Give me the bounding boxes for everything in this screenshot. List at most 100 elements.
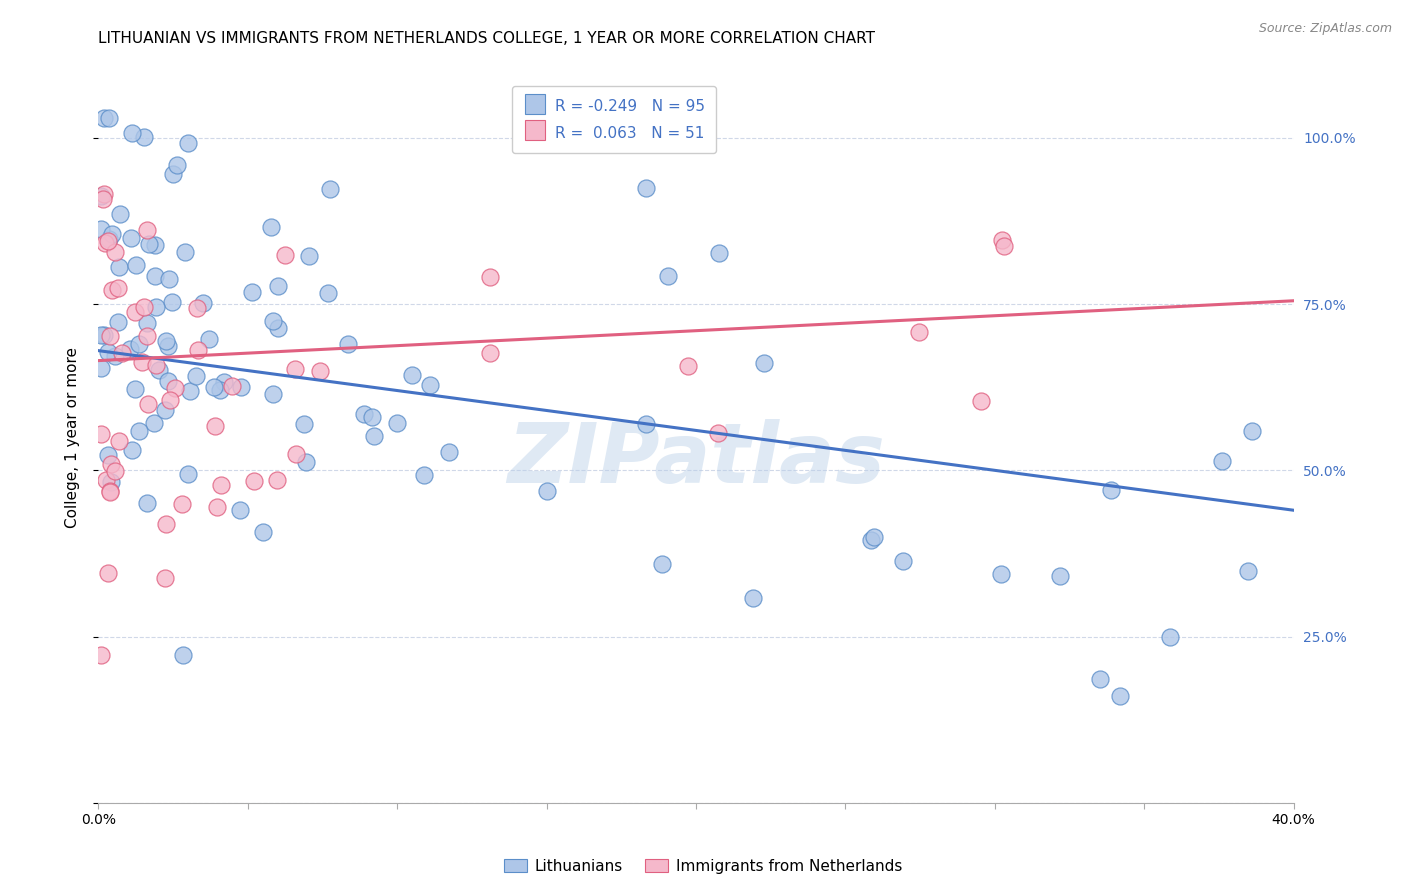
Point: [186, 301, 208, 315]
Point: [145, 358, 167, 372]
Point: [385, 416, 408, 430]
Point: [214, 375, 236, 389]
Point: [97, 448, 120, 462]
Point: [128, 424, 150, 438]
Point: [93, 192, 115, 206]
Point: [1099, 483, 1122, 497]
Point: [191, 296, 214, 310]
Point: [98, 232, 121, 246]
Point: [1159, 630, 1181, 644]
Point: [707, 425, 730, 440]
Point: [318, 181, 340, 195]
Point: [163, 381, 186, 395]
Point: [273, 248, 295, 262]
Point: [157, 271, 180, 285]
Point: [97, 234, 120, 248]
Point: [148, 363, 170, 377]
Point: [229, 503, 252, 517]
Point: [651, 558, 673, 572]
Point: [104, 245, 127, 260]
Point: [294, 417, 316, 431]
Point: [125, 258, 148, 272]
Point: [93, 236, 115, 251]
Point: [100, 227, 122, 241]
Point: [1211, 454, 1233, 468]
Point: [145, 300, 167, 314]
Point: [124, 304, 146, 318]
Point: [157, 374, 180, 388]
Point: [108, 260, 131, 274]
Point: [124, 382, 146, 396]
Point: [231, 380, 253, 394]
Point: [121, 230, 143, 244]
Point: [198, 331, 221, 345]
Point: [166, 158, 188, 172]
Point: [1088, 672, 1111, 686]
Point: [136, 222, 159, 236]
Point: [1109, 690, 1132, 704]
Point: [262, 387, 284, 401]
Legend: R = -0.249   N = 95, R =  0.063   N = 51: R = -0.249 N = 95, R = 0.063 N = 51: [512, 87, 716, 153]
Point: [98, 484, 121, 499]
Point: [363, 429, 385, 443]
Point: [118, 342, 141, 356]
Point: [202, 380, 225, 394]
Point: [131, 355, 153, 369]
Point: [969, 394, 991, 409]
Point: [142, 416, 165, 430]
Point: [93, 328, 115, 343]
Point: [1240, 424, 1263, 438]
Point: [187, 343, 209, 357]
Point: [90, 361, 112, 376]
Point: [205, 500, 228, 514]
Point: [153, 571, 176, 585]
Point: [1049, 569, 1071, 583]
Point: [179, 384, 201, 398]
Point: [98, 111, 121, 125]
Point: [908, 325, 931, 339]
Point: [634, 111, 657, 125]
Point: [162, 168, 184, 182]
Point: [90, 427, 112, 442]
Point: [93, 111, 115, 125]
Text: LITHUANIAN VS IMMIGRANTS FROM NETHERLANDS COLLEGE, 1 YEAR OR MORE CORRELATION CH: LITHUANIAN VS IMMIGRANTS FROM NETHERLAND…: [98, 31, 876, 46]
Point: [741, 591, 763, 606]
Legend: Lithuanians, Immigrants from Netherlands: Lithuanians, Immigrants from Netherlands: [498, 853, 908, 880]
Point: [634, 417, 657, 432]
Point: [132, 130, 155, 145]
Point: [107, 280, 129, 294]
Point: [108, 207, 131, 221]
Point: [107, 434, 129, 448]
Point: [172, 648, 194, 662]
Point: [104, 464, 127, 478]
Point: [536, 483, 558, 498]
Point: [284, 361, 307, 376]
Point: [636, 181, 658, 195]
Point: [754, 356, 776, 370]
Point: [208, 383, 231, 397]
Point: [170, 497, 193, 511]
Point: [155, 334, 177, 349]
Point: [159, 392, 181, 407]
Point: [100, 475, 122, 489]
Point: [252, 525, 274, 540]
Point: [437, 445, 460, 459]
Point: [107, 315, 129, 329]
Point: [121, 443, 143, 458]
Point: [153, 403, 176, 417]
Point: [100, 283, 122, 297]
Point: [267, 279, 290, 293]
Point: [132, 300, 155, 314]
Point: [285, 447, 308, 461]
Point: [990, 567, 1012, 582]
Point: [98, 483, 121, 498]
Point: [353, 407, 375, 421]
Point: [863, 530, 886, 544]
Point: [990, 233, 1012, 247]
Point: [155, 516, 177, 531]
Point: [156, 339, 179, 353]
Point: [162, 295, 184, 310]
Point: [262, 314, 284, 328]
Point: [204, 418, 226, 433]
Point: [316, 286, 339, 301]
